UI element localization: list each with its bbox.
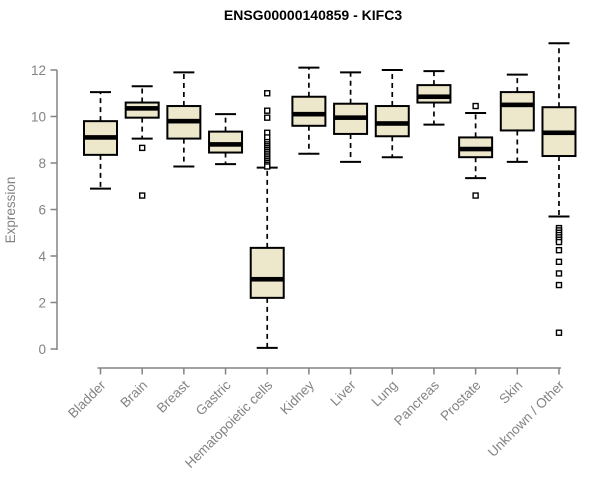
boxplot-lung (374, 69, 410, 159)
outlier-point (555, 258, 563, 266)
x-tick-label-liver: Liver (327, 377, 359, 409)
x-tick-label-brain: Brain (117, 378, 150, 411)
outlier-point (555, 246, 563, 254)
outlier-point (555, 270, 563, 277)
x-tick-label-gastric: Gastric (193, 377, 234, 418)
iqr-box (249, 246, 285, 299)
outlier-point (264, 107, 271, 114)
median-bar (292, 111, 326, 117)
y-tick-label: 10 (31, 109, 46, 124)
outlier-point (138, 192, 146, 199)
median-bar (84, 135, 117, 140)
x-tick-label-pancreas: Pancreas (391, 377, 442, 428)
boxplot-hematopoietic-cells (249, 90, 285, 349)
median-bar (417, 94, 451, 100)
y-tick-label: 0 (38, 342, 46, 357)
median-bar (375, 121, 409, 126)
x-tick-label-prostate: Prostate (438, 378, 484, 424)
outlier-point (264, 114, 271, 121)
boxplot-breast (166, 71, 202, 168)
x-tick-label-unknown-other: Unknown / Other (485, 377, 568, 460)
chart-title: ENSG00000140859 - KIFC3 (224, 7, 402, 23)
boxplot-liver (333, 71, 369, 163)
x-tick-label-bladder: Bladder (65, 377, 109, 421)
y-tick-label: 4 (38, 249, 46, 264)
median-bar (500, 102, 534, 108)
boxplot-skin (499, 73, 535, 163)
boxplot-bladder (83, 91, 118, 190)
outlier-point (138, 144, 146, 152)
boxplot-gastric (208, 113, 244, 166)
outlier-point (264, 90, 271, 97)
outlier-point (555, 281, 563, 289)
x-tick-label-kidney: Kidney (277, 377, 317, 417)
outlier-point (555, 329, 563, 336)
boxplot-prostate (458, 102, 494, 199)
iqr-box (374, 105, 410, 138)
y-tick-label: 6 (38, 202, 46, 217)
x-tick-label-skin: Skin (496, 378, 525, 407)
median-bar (209, 142, 243, 147)
outlier-point (472, 192, 479, 199)
boxplot-pancreas (416, 70, 452, 126)
iqr-box (499, 91, 535, 132)
median-bar (334, 115, 368, 120)
median-bar (125, 106, 159, 111)
median-bar (167, 118, 201, 124)
x-tick-label-lung: Lung (369, 378, 401, 410)
outlier-point (555, 238, 563, 246)
y-tick-label: 12 (31, 63, 46, 78)
outlier-point (264, 163, 271, 170)
boxplot-unknown-other (541, 42, 577, 336)
iqr-box (416, 84, 452, 104)
boxplot-kidney (291, 66, 327, 155)
y-tick-label: 2 (38, 295, 46, 310)
boxplot-brain (124, 85, 160, 199)
y-axis-title: Expression (3, 177, 18, 244)
iqr-box (208, 130, 244, 154)
x-tick-label-breast: Breast (154, 377, 192, 415)
median-bar (459, 146, 493, 152)
median-bar (542, 130, 576, 136)
outlier-point (472, 102, 479, 110)
median-bar (250, 276, 284, 282)
y-tick-label: 8 (38, 156, 46, 171)
iqr-box (291, 95, 327, 127)
